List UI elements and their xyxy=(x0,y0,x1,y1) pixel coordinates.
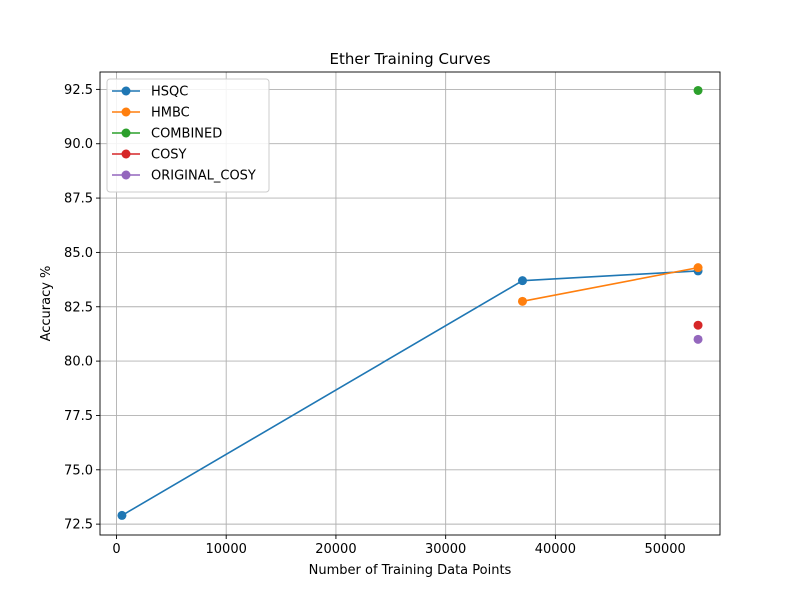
grid xyxy=(100,72,720,535)
y-tick-label: 87.5 xyxy=(64,192,93,207)
y-tick-label: 80.0 xyxy=(64,355,93,370)
data-point-hmbc xyxy=(693,263,703,273)
legend-label-hmbc: HMBC xyxy=(151,106,190,121)
series-original-cosy xyxy=(693,334,703,344)
series-line-hmbc xyxy=(522,266,699,303)
chart-title: Ether Training Curves xyxy=(329,50,490,68)
y-tick-label: 75.0 xyxy=(64,463,93,478)
data-point-hsqc xyxy=(117,510,127,520)
x-tick-label: 20000 xyxy=(315,542,356,557)
y-tick-label: 85.0 xyxy=(64,246,93,261)
y-tick-label: 77.5 xyxy=(64,409,93,424)
legend-marker-hmbc xyxy=(121,107,131,117)
legend-label-hsqc: HSQC xyxy=(151,85,188,100)
y-tick-label: 90.0 xyxy=(64,137,93,152)
legend-marker-cosy xyxy=(121,149,131,159)
legend-marker-original-cosy xyxy=(121,170,131,180)
data-point-combined xyxy=(693,85,703,95)
x-tick-label: 30000 xyxy=(425,542,466,557)
x-tick-label: 50000 xyxy=(644,542,685,557)
y-tick-label: 82.5 xyxy=(64,300,93,315)
series-cosy xyxy=(693,320,703,330)
legend-marker-hsqc xyxy=(121,86,131,96)
y-tick-label: 92.5 xyxy=(64,83,93,98)
ticks: 0 10000 20000 30000 40000 50000 72.5 75.0 77.5 80… xyxy=(64,83,686,557)
x-axis-title: Number of Training Data Points xyxy=(309,563,512,578)
y-axis-title: Accuracy % xyxy=(39,266,54,342)
series-line-hsqc xyxy=(121,270,699,517)
y-tick-label: 72.5 xyxy=(64,518,93,533)
series-hmbc xyxy=(517,263,703,306)
legend-marker-combined xyxy=(121,128,131,138)
x-tick-label: 10000 xyxy=(206,542,247,557)
legend-label-original-cosy: ORIGINAL_COSY xyxy=(151,169,256,184)
legend-box xyxy=(106,78,270,193)
data-point-original-cosy xyxy=(693,334,703,344)
x-tick-label: 40000 xyxy=(535,542,576,557)
series-layer xyxy=(117,85,703,520)
series-combined xyxy=(693,85,703,95)
data-point-hsqc xyxy=(517,276,527,286)
legend-label-combined: COMBINED xyxy=(151,127,222,142)
x-tick-label: 0 xyxy=(112,542,120,557)
plot-frame xyxy=(99,71,721,536)
legend: HSQC HMBC COMBINED COSY ORIGINAL_COSY xyxy=(106,78,270,193)
series-hsqc xyxy=(117,266,703,520)
data-point-cosy xyxy=(693,320,703,330)
legend-label-cosy: COSY xyxy=(151,148,187,163)
data-point-hmbc xyxy=(517,296,527,306)
